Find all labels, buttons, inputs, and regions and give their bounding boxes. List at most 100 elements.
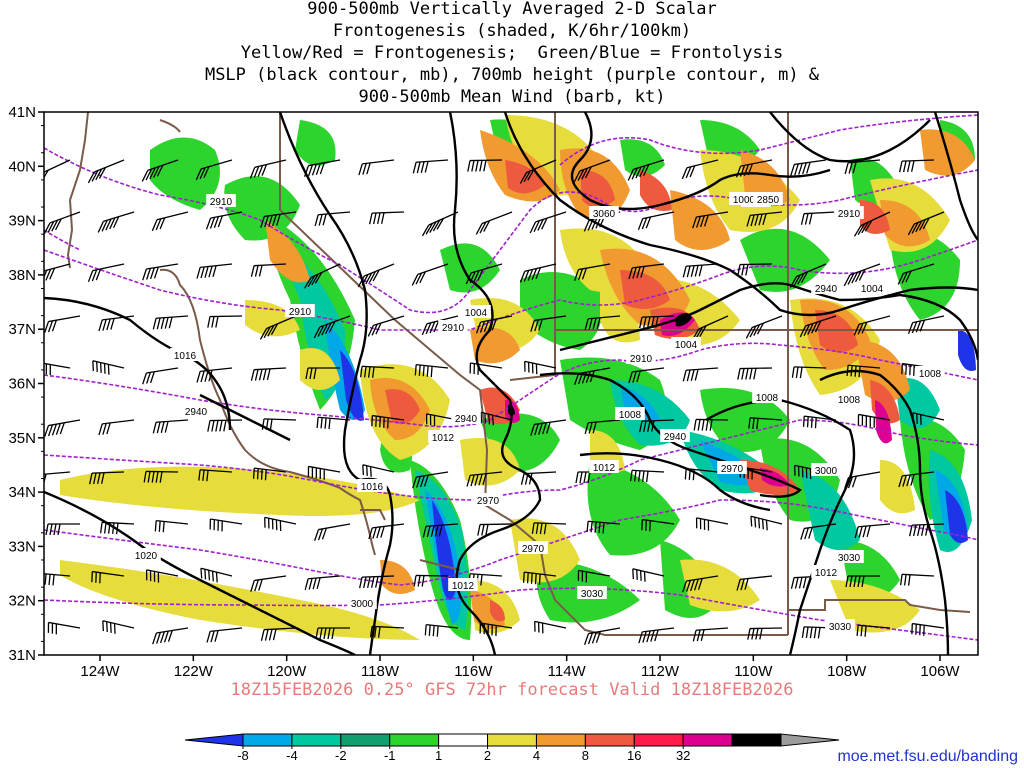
wind-barb [44, 315, 81, 333]
height-label: 3000 [347, 596, 377, 610]
mslp-label-text: 1008 [919, 369, 942, 380]
mslp-label: 1008 [834, 392, 864, 406]
wind-barb [207, 315, 243, 328]
wind-barb [586, 520, 621, 534]
height-label-text: 2910 [289, 307, 312, 318]
mslp-label: 1012 [589, 460, 619, 474]
height-label: 2940 [660, 429, 690, 443]
wind-barb [637, 211, 675, 231]
wind-barb [313, 523, 351, 541]
height-label-text: 3000 [351, 599, 374, 610]
wind-barb [845, 575, 880, 588]
wind-barb [307, 465, 341, 480]
lat-tick-label: 34N [8, 484, 36, 501]
wind-barb [369, 211, 405, 225]
wind-barb [367, 315, 405, 337]
height-label: 2910 [834, 206, 864, 220]
wind-barb [584, 315, 621, 331]
colorbar-segment [438, 733, 489, 747]
wind-barb [198, 469, 233, 482]
lon-tick-label: 116W [454, 663, 493, 680]
mslp-label-text: 1012 [815, 568, 838, 579]
wind-barb [682, 575, 719, 593]
lat-tick-label: 40N [8, 158, 36, 175]
wind-barb [907, 211, 945, 236]
wind-barb [524, 360, 557, 375]
lat-tick-label: 35N [8, 430, 36, 447]
wind-barb [530, 419, 567, 436]
title-line-5: 900-500mb Mean Wind (barb, kt) [358, 87, 666, 107]
colorbar-segment [584, 733, 635, 747]
wind-barb [421, 315, 459, 336]
wind-barb [531, 522, 567, 535]
wind-barb [195, 159, 233, 181]
colorbar-label: -4 [286, 748, 298, 763]
mslp-label: 1004 [671, 337, 701, 351]
wind-barb [469, 362, 503, 375]
height-label: 2940 [811, 281, 841, 295]
wind-barb [45, 523, 80, 536]
wind-barb [206, 627, 243, 643]
wind-barb [369, 625, 405, 638]
wind-barb [479, 622, 513, 637]
colorbar-segment [389, 733, 440, 747]
wind-barb [411, 263, 449, 286]
mslp-label-text: 1008 [619, 410, 642, 421]
colorbar-label: 2 [484, 748, 491, 763]
wind-barb [789, 263, 827, 288]
height-label-text: 2850 [757, 195, 780, 206]
height-label-text: 3060 [593, 209, 616, 220]
mslp-label-text: 1012 [432, 433, 455, 444]
wind-barb [200, 567, 233, 583]
wind-barb [843, 471, 881, 489]
mslp-label: 1016 [170, 348, 200, 362]
height-label-text: 2910 [210, 197, 233, 208]
wind-barb [857, 413, 891, 428]
forecast-footer: 18Z15FEB2026 0.25° GFS 72hr forecast Val… [230, 680, 794, 700]
wind-barb [465, 263, 503, 285]
lat-tick-label: 33N [8, 538, 36, 555]
height-label-text: 2940 [455, 414, 478, 425]
wind-barb [368, 523, 405, 540]
height-label-text: 2970 [721, 464, 744, 475]
wind-barb [629, 469, 665, 483]
lat-tick-label: 31N [8, 647, 36, 664]
wind-barb [519, 263, 557, 283]
lat-tick-label: 39N [8, 213, 36, 230]
mslp-label-text: 1016 [361, 482, 384, 493]
wind-barb [316, 416, 351, 430]
height-label-text: 3030 [581, 589, 604, 600]
wind-barb [305, 367, 340, 380]
mslp-label: 1012 [448, 578, 478, 592]
lon-tick-label: 106W [920, 663, 960, 680]
wind-barb [98, 315, 135, 332]
wind-barb [800, 211, 837, 225]
lat-tick-label: 37N [8, 321, 36, 338]
colorbar-segment [291, 733, 342, 747]
lon-tick-label: 118W [361, 663, 400, 680]
wind-barb [519, 159, 557, 184]
height-label: 3030 [577, 586, 607, 600]
wind-barb [97, 211, 135, 233]
wind-barb [627, 159, 665, 181]
mslp-label-text: 1004 [675, 340, 698, 351]
wind-barb [682, 367, 719, 382]
mslp-label: 1012 [811, 565, 841, 579]
lat-tick-label: 41N [8, 104, 36, 121]
wind-barb [573, 367, 611, 385]
mslp-label: 1008 [615, 407, 645, 421]
wind-barb [737, 263, 773, 276]
wind-barb [357, 263, 395, 288]
colorbar-max-triangle [780, 733, 840, 747]
wind-barb [912, 412, 945, 425]
wind-barb [475, 211, 513, 235]
colorbar-segment [731, 733, 782, 747]
wind-barb [303, 159, 341, 177]
wind-barb [87, 159, 125, 184]
wind-barb [141, 159, 179, 182]
credit-url[interactable]: moe.met.fsu.edu/banding [837, 748, 1018, 765]
colorbar: -8 -4 -2 -1 1 2 4 8 16 32 [184, 733, 840, 763]
wind-barb [522, 571, 557, 585]
lon-tick-label: 108W [827, 663, 867, 680]
wind-barb [249, 159, 287, 179]
